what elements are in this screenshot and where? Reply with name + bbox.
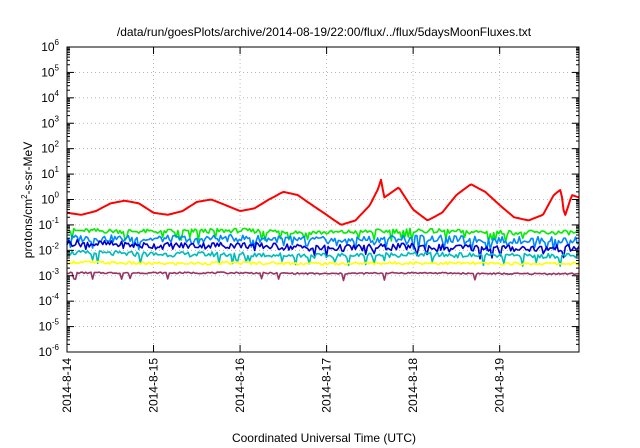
x-axis: 2014-8-14 2014-8-15 2014-8-16 2014-8-17 2014… <box>60 47 507 413</box>
y-tick-base: 10 <box>41 65 55 79</box>
chart-title: /data/run/goesPlots/archive/2014-08-19/2… <box>117 25 532 39</box>
y-tick-exponent: -6 <box>52 343 60 352</box>
y-tick-base: 10 <box>39 269 53 283</box>
y-tick-label: 104 <box>41 89 59 105</box>
y-tick-base: 10 <box>39 320 53 334</box>
x-axis-label: Coordinated Universal Time (UTC) <box>232 431 416 445</box>
series-line-7 <box>66 271 580 282</box>
y-tick-label: 100 <box>41 191 59 207</box>
y-tick-label: 10-4 <box>39 292 60 308</box>
y-tick-label: 10-6 <box>39 343 60 359</box>
y-tick-base: 10 <box>39 345 53 359</box>
y-tick-exponent: 4 <box>55 89 60 98</box>
y-tick-label: 10-1 <box>39 216 60 232</box>
y-tick-exponent: 1 <box>55 165 60 174</box>
grid <box>67 47 579 352</box>
y-tick-exponent: -5 <box>52 318 60 327</box>
y-tick-base: 10 <box>41 91 55 105</box>
y-tick-base: 10 <box>41 167 55 181</box>
y-tick-exponent: -3 <box>52 267 60 276</box>
y-tick-exponent: -2 <box>52 241 60 250</box>
series-line-2 <box>66 227 580 243</box>
y-tick-base: 10 <box>39 218 53 232</box>
y-tick-label: 106 <box>41 38 59 54</box>
y-tick-exponent: 3 <box>55 114 60 123</box>
y-tick-exponent: 0 <box>55 191 60 200</box>
y-tick-exponent: 5 <box>55 63 60 72</box>
y-axis-label-suffix: -s-sr-MeV <box>21 142 35 195</box>
y-tick-label: 10-5 <box>39 318 60 334</box>
y-axis-label-sup: 2 <box>20 194 29 199</box>
y-tick-exponent: -1 <box>52 216 60 225</box>
x-tick-label: 2014-8-14 <box>60 358 74 413</box>
y-tick-base: 10 <box>41 116 55 130</box>
x-tick-label: 2014-8-19 <box>493 358 507 413</box>
y-tick-label: 10-3 <box>39 267 60 283</box>
y-tick-exponent: -4 <box>52 292 60 301</box>
y-axis-label: protons/cm2-s-sr-MeV <box>20 142 35 258</box>
series-line-6 <box>66 259 580 266</box>
y-axis-label-prefix: protons/cm <box>21 199 35 258</box>
y-axis: 10-610-510-410-310-210-11001011021031041… <box>39 38 579 359</box>
y-tick-base: 10 <box>39 294 53 308</box>
y-tick-base: 10 <box>39 243 53 257</box>
series-line-3 <box>66 233 580 252</box>
x-tick-label: 2014-8-18 <box>406 358 420 413</box>
y-tick-label: 10-2 <box>39 241 60 257</box>
series-layer <box>66 178 580 282</box>
y-tick-label: 105 <box>41 63 59 79</box>
y-tick-label: 103 <box>41 114 59 130</box>
y-tick-base: 10 <box>41 142 55 156</box>
x-tick-label: 2014-8-15 <box>147 358 161 413</box>
x-tick-label: 2014-8-16 <box>233 358 247 413</box>
y-tick-exponent: 6 <box>55 38 60 47</box>
y-tick-base: 10 <box>41 40 55 54</box>
y-tick-base: 10 <box>41 193 55 207</box>
y-tick-label: 102 <box>41 140 59 156</box>
y-tick-exponent: 2 <box>55 140 60 149</box>
series-line-5 <box>66 249 580 267</box>
x-tick-label: 2014-8-17 <box>320 358 334 413</box>
series-line-1 <box>66 178 580 226</box>
series-line-4 <box>66 238 580 260</box>
y-tick-label: 101 <box>41 165 59 181</box>
